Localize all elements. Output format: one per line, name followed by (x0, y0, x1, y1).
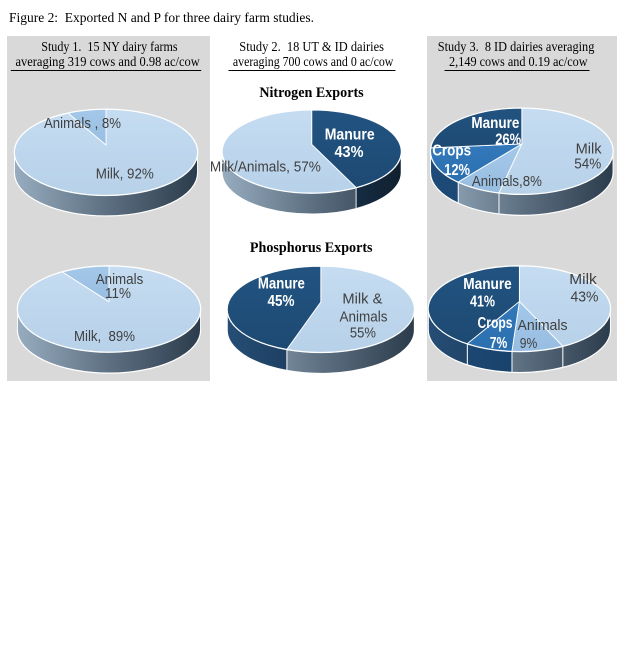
svg-text:Animals: Animals (340, 309, 388, 325)
svg-text:41%: 41% (470, 293, 495, 310)
svg-text:55%: 55% (350, 326, 376, 342)
svg-text:9%: 9% (520, 336, 538, 352)
svg-text:Animals: Animals (518, 318, 568, 334)
svg-text:Milk &: Milk & (342, 292, 382, 308)
svg-text:Milk: Milk (569, 272, 597, 288)
svg-text:Milk, 89%: Milk, 89% (74, 329, 135, 345)
svg-text:Animals: Animals (96, 272, 144, 288)
svg-text:Animals,8%: Animals,8% (472, 174, 542, 190)
svg-text:7%: 7% (490, 335, 508, 352)
svg-text:Manure: Manure (463, 276, 512, 293)
svg-text:Crops: Crops (432, 143, 471, 160)
svg-text:12%: 12% (444, 162, 470, 179)
svg-text:Manure: Manure (325, 126, 375, 143)
svg-text:Animals , 8%: Animals , 8% (44, 116, 121, 132)
svg-text:11%: 11% (105, 286, 131, 302)
svg-text:54%: 54% (574, 157, 601, 173)
svg-text:26%: 26% (495, 131, 521, 148)
svg-text:Milk, 92%: Milk, 92% (96, 166, 154, 182)
svg-text:Manure: Manure (258, 276, 305, 293)
svg-text:Milk: Milk (576, 142, 603, 158)
svg-text:43%: 43% (571, 290, 599, 306)
svg-text:45%: 45% (268, 293, 295, 310)
svg-text:Milk/Animals, 57%: Milk/Animals, 57% (210, 160, 321, 176)
svg-text:Crops: Crops (478, 315, 513, 332)
svg-text:43%: 43% (335, 144, 364, 161)
svg-text:Manure: Manure (471, 115, 519, 132)
